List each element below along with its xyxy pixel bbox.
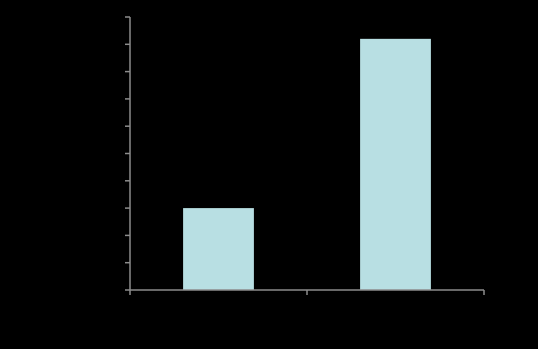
y-tick-label: 0 (114, 282, 121, 296)
y-tick-label: 3 (114, 200, 121, 214)
y-tick-label: 8 (114, 64, 121, 78)
y-tick-label: 1 (114, 255, 121, 269)
bar (183, 208, 254, 290)
y-tick-label: 6 (114, 118, 121, 132)
y-tick-label: 10 (108, 9, 122, 23)
y-tick-label: 7 (114, 91, 121, 105)
y-tick-label: 4 (114, 173, 121, 187)
y-tick-label: 5 (114, 146, 121, 160)
y-tick-label: 2 (114, 228, 121, 242)
bar (360, 38, 431, 291)
y-tick-label: 9 (114, 36, 121, 50)
